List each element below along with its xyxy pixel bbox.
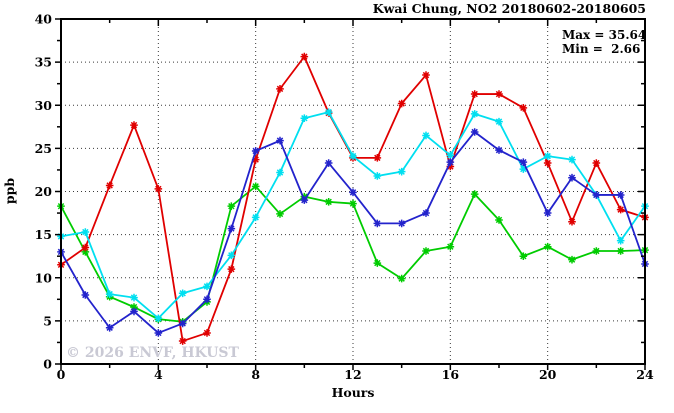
x-tick-label: 16: [442, 367, 460, 382]
chart-title: Kwai Chung, NO2 20180602-20180605: [373, 1, 646, 16]
axis-tick-labels: 0 4 8 12 16 20 24 0 5 10 15 20 25 30 35 40: [35, 12, 654, 383]
max-annotation: Max = 35.64: [562, 28, 646, 42]
y-tick-label: 25: [35, 141, 52, 156]
x-tick-label: 24: [636, 367, 654, 382]
data-series: [57, 52, 649, 345]
x-tick-label: 8: [251, 367, 260, 382]
min-annotation: Min = 2.66: [562, 42, 640, 56]
y-tick-label: 20: [35, 184, 53, 199]
x-axis-title: Hours: [332, 385, 375, 400]
y-tick-label: 10: [35, 270, 53, 285]
y-tick-label: 15: [35, 227, 52, 242]
y-tick-label: 30: [35, 98, 53, 113]
x-tick-label: 0: [57, 367, 66, 382]
y-tick-label: 35: [35, 55, 52, 70]
x-tick-label: 12: [344, 367, 361, 382]
series-red: [57, 52, 649, 345]
series-blue: [57, 128, 649, 337]
series-green: [57, 182, 649, 326]
y-axis-title: ppb: [2, 178, 17, 204]
x-tick-label: 20: [539, 367, 557, 382]
y-tick-label: 40: [35, 12, 53, 27]
y-tick-label: 5: [43, 313, 52, 328]
axis-ticks: [55, 18, 646, 370]
y-tick-label: 0: [43, 357, 52, 372]
x-tick-label: 4: [154, 367, 163, 382]
series-markers-red: [57, 52, 649, 345]
watermark: © 2026 ENVF, HKUST: [66, 345, 240, 361]
